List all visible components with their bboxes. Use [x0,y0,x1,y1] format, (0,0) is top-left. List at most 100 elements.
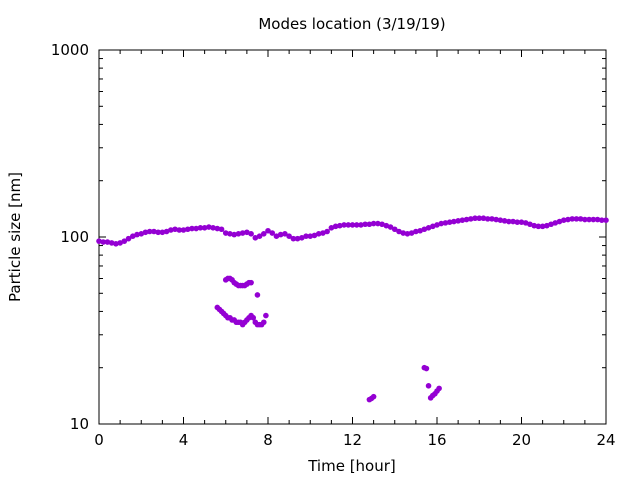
data-point [341,222,347,228]
data-point [556,218,563,225]
data-point [594,216,601,223]
y-axis: 10 100 1000 [51,41,606,433]
x-axis-title: Time [hour] [307,457,396,475]
data-point [189,225,195,232]
data-point [531,222,537,229]
data-point [349,222,356,228]
data-point [151,228,157,235]
data-point [468,216,474,222]
data-point [370,393,377,400]
data-point [248,279,254,286]
data-point [184,226,191,233]
data-point [168,227,174,233]
data-point [455,218,461,224]
data-point [206,224,212,230]
data-point [484,216,491,222]
data-point [254,292,261,298]
x-tick-label: 0 [94,431,104,449]
data-point [311,232,318,239]
y-axis-title: Particle size [nm] [6,172,24,302]
data-point [250,314,257,321]
data-point [130,233,136,239]
data-point [222,230,229,236]
data-point [387,224,394,230]
data-point [332,223,339,230]
data-point [197,224,204,231]
data-point [320,230,326,236]
data-point [142,229,149,236]
data-point [421,226,428,233]
data-point [514,219,521,225]
x-tick-label: 20 [512,431,531,449]
data-point [436,385,442,392]
data-point [446,219,453,225]
data-point [277,231,284,238]
data-point [366,221,373,228]
data-point [438,220,445,227]
data-point [104,239,111,245]
data-point [358,222,364,228]
data-point [582,216,588,223]
data-point [96,238,102,244]
data-point [231,231,237,238]
data-point [260,231,267,237]
data-point [345,222,352,228]
x-tick-label: 4 [179,431,189,449]
plot-border [98,49,607,425]
data-point [337,222,343,229]
data-points [96,215,609,403]
data-point [180,227,187,233]
data-point [472,215,478,222]
data-point [353,222,360,228]
data-point [400,230,407,236]
data-point [210,224,216,231]
x-tick-label: 16 [427,431,446,449]
data-point [218,226,225,233]
data-point [493,216,499,223]
data-point [193,225,199,232]
data-point [463,216,470,223]
data-point [425,224,432,231]
data-point [227,231,233,237]
data-point [565,216,571,223]
data-point [265,227,271,234]
data-point [429,223,436,230]
data-point [176,227,183,233]
data-point [155,229,161,236]
data-point [522,220,529,226]
data-point [544,222,550,229]
data-point [362,221,368,228]
data-point [159,229,166,236]
data-point [603,217,609,223]
data-point [480,215,487,222]
data-point [417,227,423,234]
x-axis: 0 4 8 12 16 20 24 [94,50,616,449]
data-point [138,231,145,237]
data-point [125,235,132,242]
data-point [273,233,280,239]
y-tick-label: 1000 [51,41,89,59]
x-tick-label: 8 [263,431,273,449]
data-point [434,222,440,228]
data-point [299,235,305,241]
data-point [383,222,390,229]
data-point [489,216,495,222]
data-point [315,231,322,237]
data-point [286,233,292,239]
data-point [497,217,504,223]
data-point [590,216,597,223]
data-point [569,216,575,222]
data-point [425,383,432,389]
data-point [598,217,605,223]
data-point [172,226,178,233]
data-point [573,216,580,222]
y-tick-label: 100 [60,228,89,246]
data-point [282,231,288,237]
data-point [235,231,242,237]
data-point [146,228,153,235]
data-point [134,231,140,238]
data-point [113,240,119,247]
data-point [121,238,128,244]
chart-title: Modes location (3/19/19) [258,15,445,33]
